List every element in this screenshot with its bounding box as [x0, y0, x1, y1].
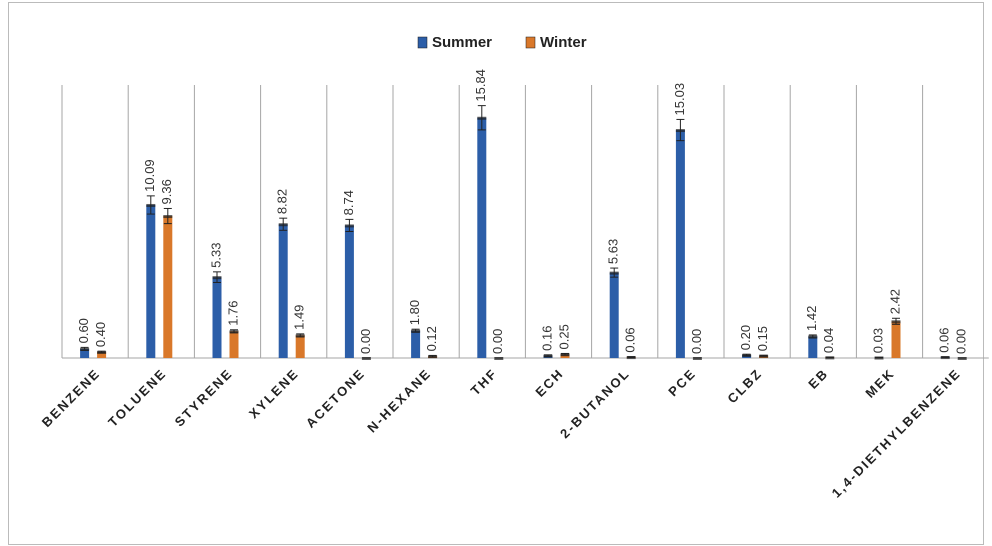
bar [675, 130, 685, 358]
legend-label: Winter [540, 34, 587, 51]
value-label: 1.80 [407, 300, 422, 325]
legend-swatch [525, 36, 536, 49]
error-bar [544, 354, 552, 357]
error-bar [610, 267, 619, 278]
bar [891, 321, 901, 358]
bar [278, 224, 288, 358]
error-bar [875, 356, 883, 359]
value-label: 15.84 [473, 69, 488, 102]
error-bar [825, 356, 834, 359]
bar [146, 204, 156, 358]
bar [344, 225, 354, 358]
value-label: 5.63 [606, 239, 621, 264]
bar [609, 272, 619, 358]
value-label: 8.82 [275, 189, 290, 214]
value-label: 0.60 [76, 318, 91, 343]
bar [295, 335, 305, 358]
value-label: 0.00 [689, 329, 704, 354]
error-bar [808, 334, 817, 339]
value-label: 5.33 [208, 243, 223, 268]
error-bar [296, 333, 305, 338]
value-label: 0.04 [821, 328, 836, 353]
value-label: 1.42 [804, 306, 819, 331]
value-label: 0.20 [738, 325, 753, 350]
error-bar [477, 105, 486, 131]
value-label: 0.00 [490, 329, 505, 354]
error-bar [428, 354, 437, 358]
error-bar [80, 346, 89, 351]
bar [808, 336, 818, 358]
value-label: 0.00 [954, 329, 969, 354]
bar [212, 277, 222, 358]
value-label: 0.25 [556, 324, 571, 349]
bar [229, 331, 239, 358]
error-bar [742, 353, 751, 357]
value-label: 1.76 [225, 300, 240, 325]
value-label: 0.16 [539, 326, 554, 351]
error-bar [941, 356, 950, 358]
error-bar [561, 352, 569, 356]
value-label: 2.42 [887, 289, 902, 314]
legend-label: Summer [432, 34, 492, 51]
value-label: 0.15 [755, 326, 770, 351]
value-label: 1.49 [292, 305, 307, 330]
bar [411, 330, 421, 358]
bar [97, 351, 107, 358]
error-bar [97, 350, 106, 354]
value-label: 0.00 [358, 329, 373, 354]
error-bar [892, 317, 900, 325]
value-label: 0.06 [623, 327, 638, 352]
bar [163, 216, 173, 358]
error-bar [213, 271, 221, 283]
value-label: 0.03 [870, 328, 885, 353]
value-label: 9.36 [159, 179, 174, 204]
error-bar [627, 356, 636, 359]
error-bar [163, 207, 172, 225]
error-bar [411, 328, 420, 333]
error-bar [759, 354, 768, 357]
bar [80, 348, 90, 358]
value-label: 0.40 [93, 322, 108, 347]
value-label: 8.74 [341, 190, 356, 215]
error-bar [676, 118, 685, 142]
bar [477, 117, 487, 358]
value-label: 0.06 [937, 327, 952, 352]
error-bar [279, 217, 288, 231]
error-bar [345, 218, 354, 233]
value-label: 10.09 [142, 159, 157, 192]
legend-swatch [417, 36, 428, 49]
error-bar [230, 329, 238, 334]
value-label: 15.03 [672, 83, 687, 116]
error-bar [146, 195, 155, 215]
value-label: 0.12 [424, 326, 439, 351]
